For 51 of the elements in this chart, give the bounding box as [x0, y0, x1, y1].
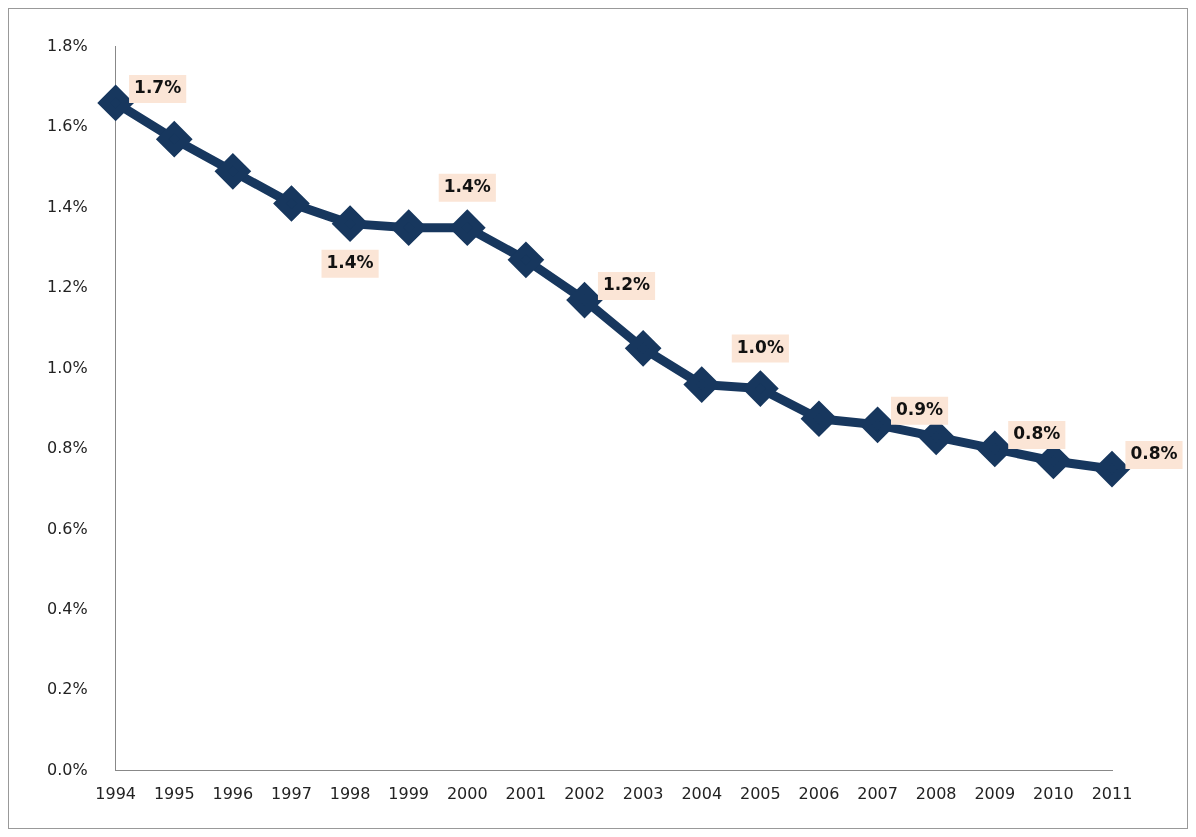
point [976, 430, 1012, 468]
x-tick-label: 2004 [681, 783, 723, 803]
y-tick-label: 0.4% [46, 599, 88, 619]
point [156, 120, 193, 158]
x-tick-label: 2007 [857, 783, 898, 803]
y-tick-label: 0.0% [46, 759, 88, 779]
point [743, 372, 777, 406]
data-label: 1.4% [443, 176, 491, 197]
y-tick-label: 1.8% [46, 35, 88, 55]
point [214, 153, 252, 190]
x-tick-label: 2011 [1091, 783, 1133, 803]
x-tick-label: 1999 [388, 783, 430, 803]
x-tick-label: 1997 [271, 783, 312, 803]
point [450, 211, 484, 245]
x-tick-label: 2000 [446, 783, 488, 803]
point [97, 84, 134, 122]
x-tick-label: 2005 [739, 783, 781, 803]
point [331, 205, 367, 242]
data-label: 0.8% [1013, 423, 1061, 444]
point [507, 241, 545, 279]
x-tick-label: 1995 [153, 783, 195, 803]
y-tick-label: 0.6% [46, 518, 88, 538]
data-label: 1.0% [736, 337, 784, 358]
data-label: 1.7% [134, 77, 182, 98]
x-tick-label: 2009 [974, 783, 1016, 803]
x-tick-label: 2008 [915, 783, 957, 803]
data-label: 1.4% [326, 252, 374, 273]
point [566, 281, 603, 319]
y-tick-label: 0.8% [46, 438, 88, 458]
point [802, 402, 836, 436]
x-tick-label: 1998 [329, 783, 371, 803]
point [685, 368, 719, 402]
data-label: 1.2% [602, 274, 651, 295]
x-tick-label: 2010 [1033, 783, 1074, 803]
x-tick-label: 2001 [505, 783, 547, 803]
point [624, 330, 662, 367]
x-tick-label: 1994 [95, 783, 137, 803]
y-tick-label: 1.6% [46, 116, 88, 136]
point [392, 211, 426, 245]
y-tick-label: 0.2% [46, 679, 88, 699]
point [274, 187, 308, 221]
x-tick-label: 2002 [564, 783, 605, 803]
data-label: 0.8% [1130, 443, 1178, 464]
y-tick-label: 1.4% [46, 196, 88, 216]
x-tick-label: 2006 [798, 783, 840, 803]
y-tick-label: 1.2% [46, 277, 88, 297]
y-tick-label: 1.0% [46, 357, 88, 377]
point [1095, 450, 1131, 488]
data-label: 0.9% [895, 399, 944, 420]
x-tick-label: 1996 [212, 783, 254, 803]
x-tick-label: 2003 [622, 783, 664, 803]
